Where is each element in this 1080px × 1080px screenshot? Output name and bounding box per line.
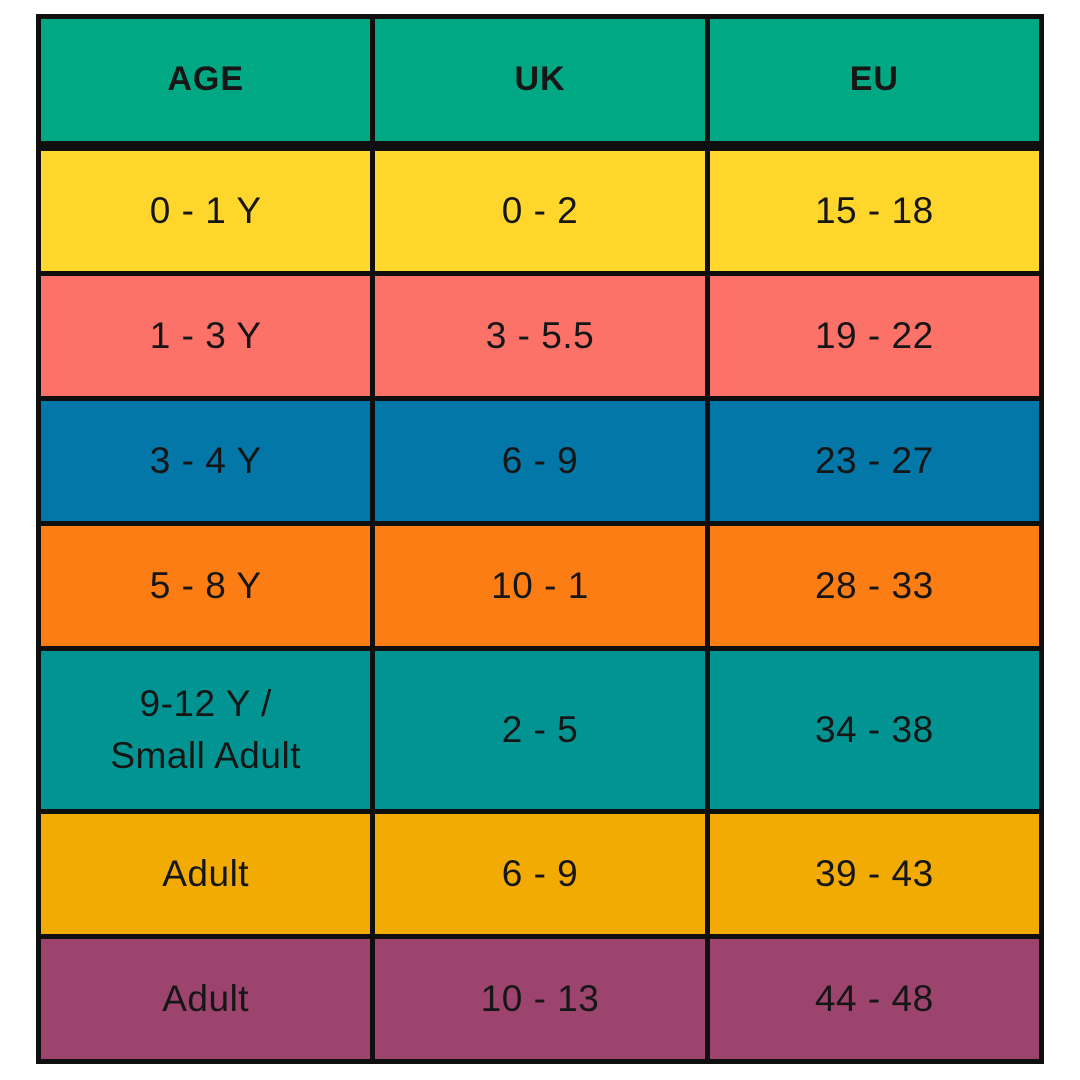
cell-age: Adult bbox=[41, 814, 371, 934]
cell-eu: 34 - 38 bbox=[709, 651, 1039, 809]
cell-uk: 6 - 9 bbox=[375, 814, 705, 934]
cell-age: 9-12 Y / Small Adult bbox=[41, 651, 371, 809]
cell-eu: 23 - 27 bbox=[709, 401, 1039, 521]
cell-age: 1 - 3 Y bbox=[41, 276, 371, 396]
cell-age: 5 - 8 Y bbox=[41, 526, 371, 646]
cell-eu: 28 - 33 bbox=[709, 526, 1039, 646]
cell-uk: 10 - 1 bbox=[375, 526, 705, 646]
cell-age: Adult bbox=[41, 939, 371, 1059]
column-header-uk: UK bbox=[375, 19, 705, 146]
cell-uk: 0 - 2 bbox=[375, 151, 705, 271]
cell-eu: 44 - 48 bbox=[709, 939, 1039, 1059]
cell-uk: 3 - 5.5 bbox=[375, 276, 705, 396]
cell-uk: 2 - 5 bbox=[375, 651, 705, 809]
cell-age: 3 - 4 Y bbox=[41, 401, 371, 521]
cell-eu: 15 - 18 bbox=[709, 151, 1039, 271]
cell-eu: 39 - 43 bbox=[709, 814, 1039, 934]
cell-eu: 19 - 22 bbox=[709, 276, 1039, 396]
size-chart-table: AGE UK EU 0 - 1 Y 0 - 2 15 - 18 1 - 3 Y … bbox=[36, 14, 1044, 1064]
column-header-age: AGE bbox=[41, 19, 371, 146]
cell-age: 0 - 1 Y bbox=[41, 151, 371, 271]
cell-uk: 10 - 13 bbox=[375, 939, 705, 1059]
cell-uk: 6 - 9 bbox=[375, 401, 705, 521]
column-header-eu: EU bbox=[709, 19, 1039, 146]
